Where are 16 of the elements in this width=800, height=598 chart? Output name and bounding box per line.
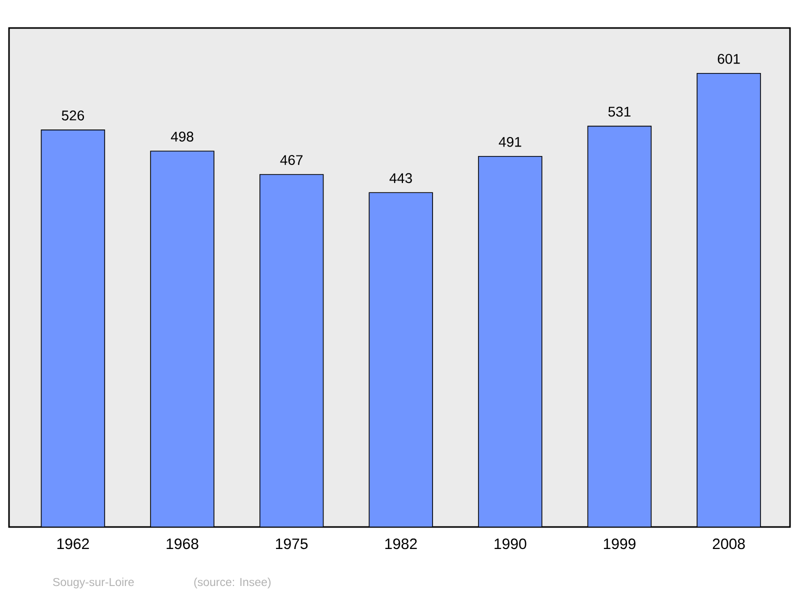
x-tick-label: 2008 — [712, 538, 745, 550]
x-tick-label: 1962 — [57, 538, 89, 550]
data-label: 601 — [718, 54, 740, 64]
x-tick-label: 1999 — [604, 538, 636, 550]
data-label: 443 — [390, 173, 412, 184]
data-label: 526 — [62, 110, 84, 120]
data-label: 531 — [608, 106, 630, 117]
data-label: 491 — [498, 136, 522, 147]
data-label: 467 — [280, 155, 303, 165]
x-tick-label: 1990 — [494, 538, 526, 550]
x-tick-label: 1982 — [385, 538, 417, 550]
x-tick-label: 1968 — [166, 538, 198, 550]
text: (source: Insee) — [194, 578, 271, 588]
text: Sougy-sur-Loire — [53, 578, 134, 588]
x-tick-label: 1975 — [276, 538, 308, 550]
data-label: 498 — [170, 132, 194, 142]
